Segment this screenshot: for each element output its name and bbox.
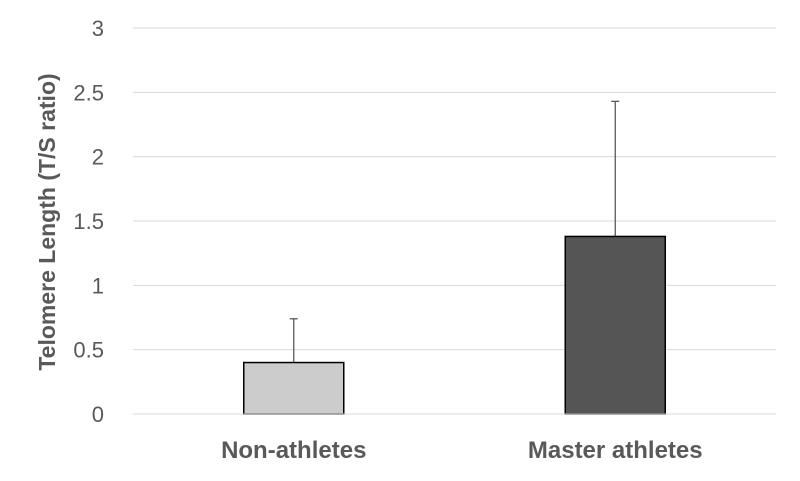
y-tick-label: 0.5 [73,338,104,363]
y-tick-label: 2.5 [73,80,104,105]
error-bars [289,100,620,363]
y-tick-label: 1.5 [73,209,104,234]
x-category-label: Non-athletes [221,437,366,464]
y-axis-ticks: 0 0.5 1 1.5 2 2.5 3 [73,16,104,427]
y-tick-label: 2 [92,145,104,170]
y-tick-label: 1 [92,273,104,298]
bars [243,235,666,415]
bar-master-athletes [564,235,666,415]
bar-non-athletes [243,361,345,415]
y-tick-label: 3 [92,16,104,41]
gridlines [133,27,776,351]
x-axis-labels: Non-athletes Master athletes [221,437,703,464]
y-tick-label: 0 [92,402,104,427]
y-axis-title: Telomere Length (T/S ratio) [34,73,60,370]
x-category-label: Master athletes [528,437,703,464]
